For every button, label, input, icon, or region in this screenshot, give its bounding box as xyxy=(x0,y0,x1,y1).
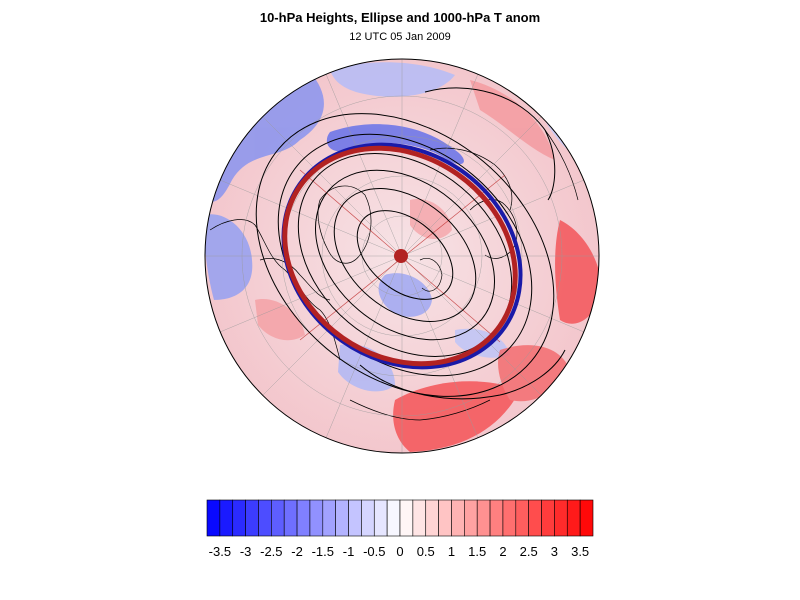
cold-region-north xyxy=(330,62,455,97)
colorbar-tick-label: -3.5 xyxy=(209,544,231,559)
colorbar-tick-label: 0.5 xyxy=(417,544,435,559)
colorbar-bin xyxy=(528,499,542,537)
colorbar-bin xyxy=(283,499,298,537)
colorbar-bin xyxy=(296,499,311,537)
colorbar-tick-label: 3.5 xyxy=(571,544,589,559)
colorbar-bin xyxy=(579,499,594,537)
colorbar-tick-label: -2 xyxy=(291,544,303,559)
colorbar-tick-label: 2.5 xyxy=(520,544,538,559)
map-subtitle: 12 UTC 05 Jan 2009 xyxy=(349,31,451,43)
colorbar-bin xyxy=(464,499,478,537)
colorbar-bin xyxy=(541,499,555,537)
colorbar-bin xyxy=(271,499,285,537)
colorbar: -3.5 -3 -2.5 -2 -1.5 -1 -0.5 0 0.5 1 1.5 2 2.5 3 3.5 xyxy=(206,499,594,559)
colorbar-bin xyxy=(206,499,221,537)
colorbar-bin xyxy=(373,499,388,537)
colorbar-bin xyxy=(258,499,272,537)
colorbar-bin xyxy=(566,499,581,537)
colorbar-bin xyxy=(412,499,427,537)
colorbar-bin xyxy=(489,499,504,537)
colorbar-bin xyxy=(399,499,414,537)
colorbar-bin xyxy=(425,499,439,537)
height-contour xyxy=(315,169,495,341)
colorbar-tick-label: 1 xyxy=(448,544,455,559)
colorbar-bin xyxy=(515,499,529,537)
colorbar-tick-label: -1.5 xyxy=(312,544,334,559)
colorbar-tick-label: 0 xyxy=(396,544,403,559)
coastline-north-america xyxy=(209,219,341,361)
vortex-centroid xyxy=(394,249,408,263)
height-contour-open xyxy=(359,349,566,400)
colorbar-bin xyxy=(502,499,517,537)
polar-map xyxy=(204,58,600,454)
coastline-asia-south xyxy=(349,399,491,421)
map-boundary xyxy=(204,58,600,454)
warm-region-south xyxy=(393,381,520,452)
colorbar-bin xyxy=(245,499,259,537)
vortex-ellipse xyxy=(282,145,518,367)
coastline-siberia xyxy=(429,147,513,211)
warm-region-north xyxy=(470,80,555,160)
colorbar-tick-label: -3 xyxy=(240,544,252,559)
warm-region-west xyxy=(255,299,305,341)
colorbar-tick-label: -2.5 xyxy=(260,544,282,559)
height-contour xyxy=(255,113,555,397)
colorbar-bin xyxy=(361,499,375,537)
warm-region-inner xyxy=(410,199,452,240)
cold-region-northwest xyxy=(205,72,324,202)
colorbar-bin xyxy=(322,499,336,537)
colorbar-bin xyxy=(554,499,568,537)
colorbar-bin xyxy=(232,499,246,537)
warm-region-east xyxy=(555,220,599,324)
colorbar-bin xyxy=(309,499,324,537)
colorbar-tick-label: -1 xyxy=(343,544,355,559)
colorbar-bin xyxy=(451,499,465,537)
height-contour xyxy=(356,210,454,300)
coastline-alaska xyxy=(544,129,579,201)
colorbar-bin xyxy=(386,499,401,537)
height-contour-open xyxy=(424,87,556,201)
colorbar-bin xyxy=(335,499,349,537)
colorbar-bin xyxy=(348,499,362,537)
cold-region-west xyxy=(205,214,253,300)
coastline-greenland xyxy=(317,185,372,264)
colorbar-tick-label: 2 xyxy=(499,544,506,559)
colorbar-tick-label: 3 xyxy=(551,544,558,559)
colorbar-bin xyxy=(438,499,452,537)
colorbar-bin xyxy=(219,499,234,537)
coastline-canada xyxy=(259,258,331,301)
height-contour xyxy=(333,188,477,322)
coastline-scandinavia xyxy=(419,258,443,292)
map-title: 10-hPa Heights, Ellipse and 1000-hPa T a… xyxy=(260,10,540,25)
colorbar-tick-label: 1.5 xyxy=(468,544,486,559)
colorbar-tick-label: -0.5 xyxy=(363,544,385,559)
colorbar-bin xyxy=(476,499,491,537)
